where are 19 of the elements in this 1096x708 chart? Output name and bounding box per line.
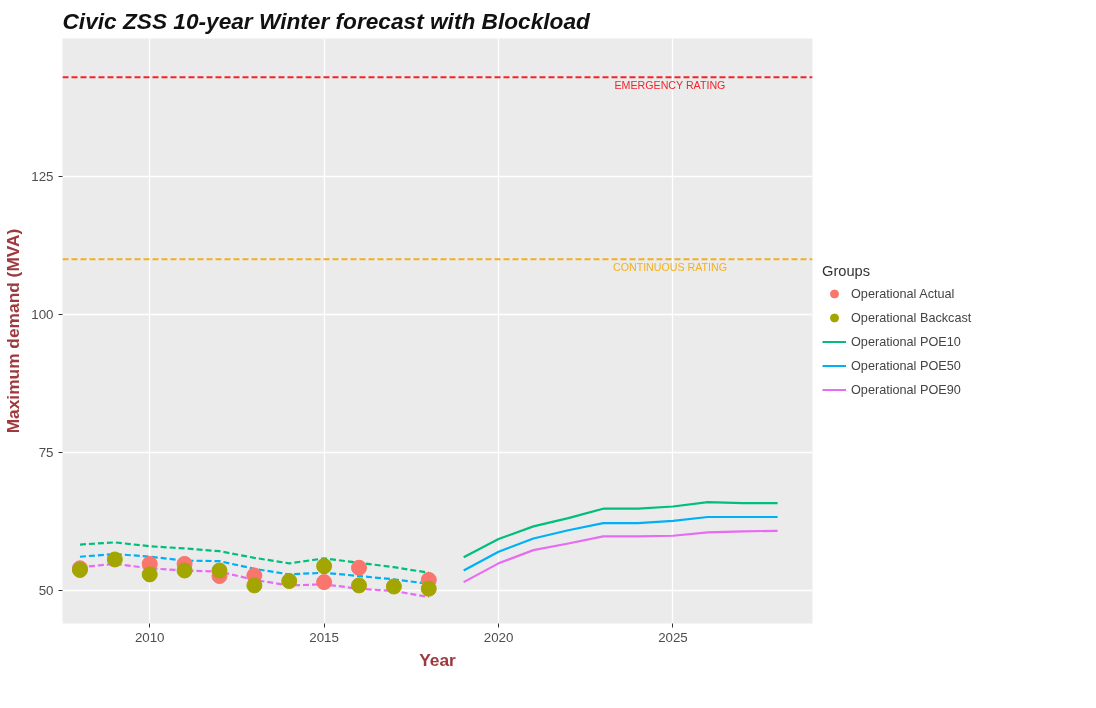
legend-label: Operational Actual [851, 286, 955, 300]
y-tick-label: 50 [38, 582, 54, 598]
y-tick-label: 125 [31, 168, 54, 184]
legend-label: Operational POE10 [851, 334, 961, 348]
x-tick-label: 2010 [134, 629, 165, 645]
y-axis-title: Maximum demand (MVA) [3, 228, 24, 434]
ref-line-label: CONTINUOUS RATING [612, 261, 728, 274]
x-tick-label: 2015 [309, 629, 339, 645]
legend-label: Operational Backcast [851, 310, 972, 324]
y-tick-label: 100 [31, 306, 54, 322]
x-tick-label: 2025 [658, 629, 688, 645]
chart-title: Civic ZSS 10-year Winter forecast with Blockload [62, 7, 591, 34]
legend-title: Groups [822, 262, 872, 278]
y-tick-label: 75 [38, 444, 54, 460]
legend-label: Operational POE90 [851, 382, 961, 396]
ref-line-label: EMERGENCY RATING [614, 79, 726, 92]
legend-label: Operational POE50 [851, 358, 961, 372]
x-tick-label: 2020 [483, 629, 514, 645]
x-axis-title: Year [419, 649, 457, 670]
